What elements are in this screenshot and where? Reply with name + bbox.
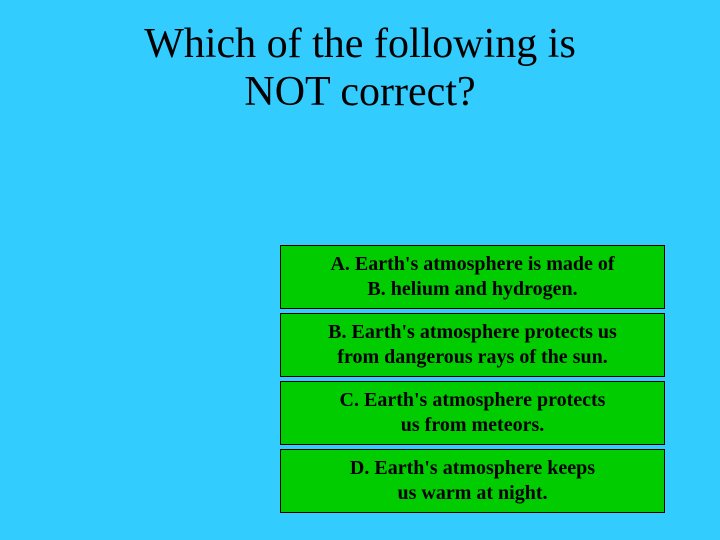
question-line1: Which of the following is bbox=[144, 21, 576, 67]
answer-a-line1: A. Earth's atmosphere is made of bbox=[330, 253, 614, 275]
question-text: Which of the following is NOT correct? bbox=[0, 20, 720, 117]
answer-b-line2: from dangerous rays of the sun. bbox=[337, 346, 607, 368]
answer-b-line1: B. Earth's atmosphere protects us bbox=[328, 321, 617, 343]
answer-d-line2: us warm at night. bbox=[397, 482, 547, 504]
answer-c-line1: C. Earth's atmosphere protects bbox=[340, 389, 606, 411]
answer-b[interactable]: B. Earth's atmosphere protects us from d… bbox=[280, 313, 665, 377]
answer-d[interactable]: D. Earth's atmosphere keeps us warm at n… bbox=[280, 449, 665, 513]
question-line2: NOT correct? bbox=[244, 69, 475, 115]
answer-c[interactable]: C. Earth's atmosphere protects us from m… bbox=[280, 381, 665, 445]
answer-c-line2: us from meteors. bbox=[401, 414, 544, 436]
answer-d-line1: D. Earth's atmosphere keeps bbox=[350, 457, 595, 479]
answer-a-line2: B. helium and hydrogen. bbox=[367, 278, 577, 300]
answer-a[interactable]: A. Earth's atmosphere is made of B. heli… bbox=[280, 245, 665, 309]
answers-container: A. Earth's atmosphere is made of B. heli… bbox=[280, 245, 665, 517]
